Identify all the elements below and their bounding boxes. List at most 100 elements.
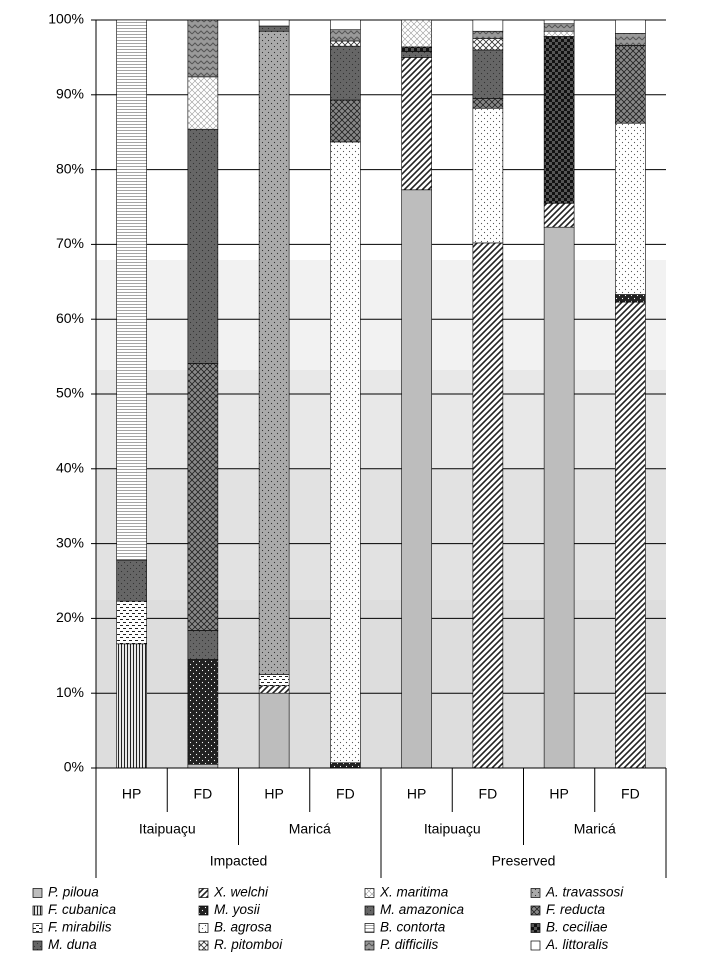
legend-swatch (32, 905, 43, 916)
bar-segment (116, 643, 147, 769)
legend-label: R. pitomboi (214, 937, 283, 952)
legend-swatch (198, 923, 209, 933)
y-tick-label: 0% (64, 759, 84, 775)
bar-segment (401, 51, 432, 58)
x-tick-label: HP (264, 786, 283, 802)
y-tick-label: 50% (56, 385, 84, 401)
y-tick-label: 80% (56, 160, 84, 176)
bar-segment (472, 38, 504, 51)
bar-segment (116, 559, 147, 602)
bar-segment (615, 19, 646, 34)
bar-segment (615, 122, 646, 295)
bar-segment (116, 19, 147, 561)
legend-swatch (198, 940, 209, 951)
bar-segment (187, 128, 219, 364)
y-tick-label: 60% (56, 310, 84, 326)
legend-swatch (530, 888, 541, 898)
bar-segment (187, 76, 219, 130)
bar-segment (543, 36, 575, 204)
bar-segment (401, 46, 432, 52)
bar-segment (116, 600, 147, 645)
plot-background (96, 260, 666, 768)
legend-label: B. contorta (380, 920, 446, 935)
bar-segment (543, 30, 575, 37)
bar-segment (258, 30, 290, 675)
bar-segment (615, 45, 646, 124)
bar-segment (615, 33, 646, 46)
legend-label: A. littoralis (545, 937, 609, 952)
legend-swatch (364, 940, 375, 951)
y-tick-label: 70% (56, 235, 84, 251)
bar-segment (543, 19, 575, 25)
bar-segment (401, 19, 432, 48)
legend-swatch (530, 905, 541, 916)
bar-segment (330, 762, 361, 769)
legend-label: A. travassosi (545, 885, 624, 900)
bar-segment (615, 301, 646, 769)
bar-segment (258, 674, 290, 687)
x-tick-label: FD (194, 786, 213, 802)
legend-swatch (364, 905, 375, 916)
legend-label: P. piloua (48, 885, 99, 900)
bar-segment (472, 30, 504, 39)
bar-segment (187, 659, 219, 765)
bar-segment (187, 630, 219, 660)
group-label: Itaipuaçu (139, 821, 196, 837)
y-tick-label: 90% (56, 86, 84, 102)
bar-segment (258, 19, 290, 27)
legend-swatch (530, 940, 541, 951)
group-label: Itaipuaçu (424, 821, 481, 837)
bar-segment (615, 294, 646, 303)
bar-segment (543, 23, 575, 32)
bar-segment (330, 40, 361, 47)
y-tick-label: 100% (48, 11, 84, 27)
legend-swatch (32, 888, 43, 898)
bar-segment (401, 189, 432, 769)
bar-segment (187, 763, 219, 769)
y-tick-label: 30% (56, 534, 84, 550)
x-tick-label: HP (549, 786, 568, 802)
bar-segment (472, 98, 504, 109)
legend-label: X. welchi (213, 885, 269, 900)
legend-swatch (198, 905, 209, 916)
group-label: Maricá (574, 821, 616, 837)
bar-segment (187, 19, 219, 78)
x-tick-label: HP (407, 786, 426, 802)
bar-segment (472, 49, 504, 99)
bar-segment (258, 25, 290, 32)
bar-segment (330, 45, 361, 101)
bar-segment (258, 685, 290, 694)
legend-swatch (32, 923, 43, 933)
legend-swatch (364, 888, 375, 898)
legend-swatch (530, 923, 541, 933)
legend-label: F. mirabilis (48, 920, 112, 935)
bar-segment (330, 141, 361, 764)
y-tick-label: 40% (56, 460, 84, 476)
bar-segment (330, 19, 361, 31)
bar-segment (472, 19, 504, 32)
legend-label: F. reducta (546, 902, 606, 917)
bar-segment (330, 99, 361, 143)
bar-segment (472, 242, 504, 769)
bar-segment (330, 29, 361, 42)
bar-segment (258, 692, 290, 769)
legend-label: B. ceciliae (546, 920, 608, 935)
x-tick-label: FD (479, 786, 498, 802)
supergroup-label: Impacted (210, 853, 268, 869)
bar-segment (543, 226, 575, 769)
legend-swatch (32, 940, 43, 951)
y-tick-label: 10% (56, 684, 84, 700)
x-tick-label: FD (621, 786, 640, 802)
bar-segment (543, 202, 575, 228)
x-tick-label: HP (122, 786, 141, 802)
legend-label: M. duna (48, 937, 97, 952)
legend-swatch (364, 923, 375, 933)
legend-label: F. cubanica (48, 902, 117, 917)
supergroup-label: Preserved (492, 853, 556, 869)
legend-label: B. agrosa (214, 920, 272, 935)
legend-label: M. yosii (214, 902, 261, 917)
bar-segment (187, 363, 219, 631)
legend-label: M. amazonica (380, 902, 465, 917)
bar-segment (472, 107, 504, 244)
